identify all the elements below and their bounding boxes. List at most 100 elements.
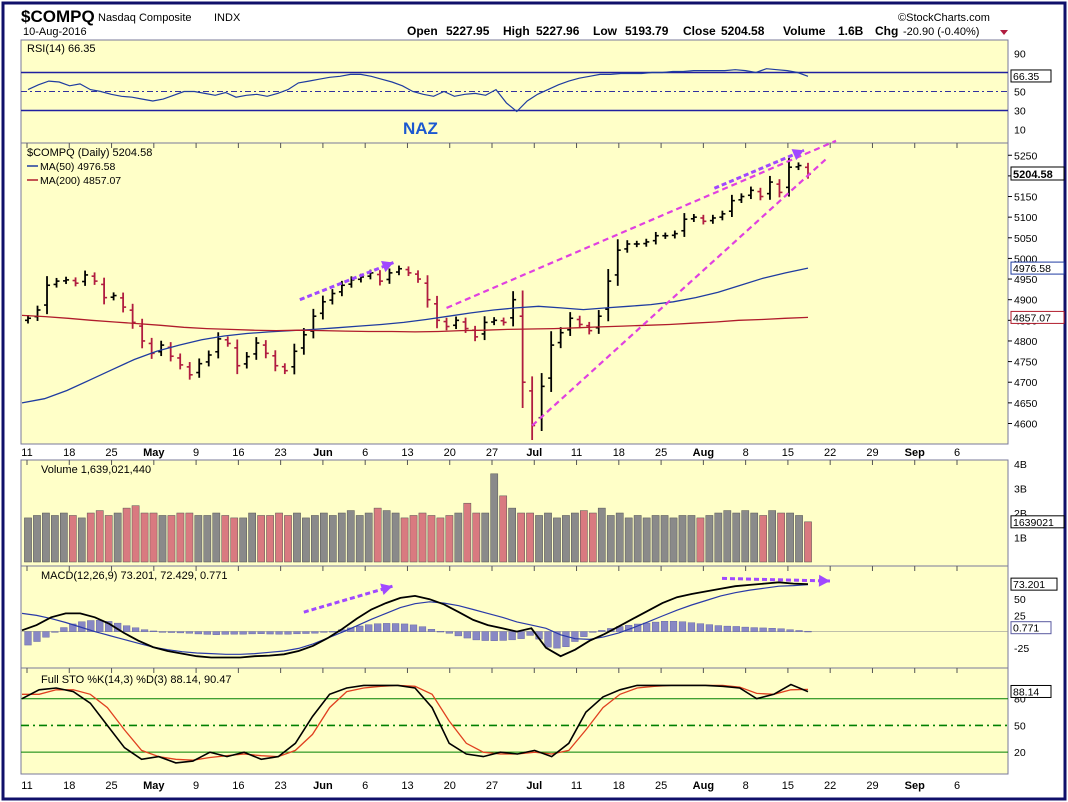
x-tick-label-top: 11: [571, 447, 582, 459]
volume-bar: [68, 515, 77, 563]
volume-bar: [418, 512, 427, 563]
x-tick-label-bottom: 22: [824, 780, 836, 792]
stochastic-title: Full STO %K(14,3) %D(3) 88.14, 90.47: [41, 674, 232, 686]
open-label: Open: [407, 24, 438, 38]
macd-histogram-bar: [140, 629, 149, 632]
macd-histogram-bar: [436, 631, 445, 633]
volume-bar: [77, 517, 86, 563]
price-last-value-box: [1010, 166, 1065, 181]
macd-histogram-bar: [69, 623, 77, 632]
symbol-name: Nasdaq Composite: [98, 12, 192, 24]
macd-histogram-bar: [275, 631, 283, 635]
x-tick-label-top: 8: [743, 447, 749, 459]
volume-bar: [804, 521, 812, 563]
macd-histogram-bar: [131, 627, 140, 632]
macd-histogram-bar: [454, 631, 462, 637]
macd-y-tick-label: 25: [1014, 610, 1026, 622]
x-tick-label-bottom: Aug: [693, 780, 714, 792]
volume-plot: [24, 473, 812, 563]
volume-bar: [248, 512, 256, 563]
volume-bar: [714, 512, 723, 563]
volume-bar: [696, 517, 705, 563]
x-tick-label-top: May: [143, 447, 165, 459]
volume-bar: [194, 515, 203, 563]
high-label: High: [503, 24, 530, 38]
divergence-arrow-june-head: [381, 261, 394, 273]
price-y-tick-label: 5050: [1014, 233, 1038, 245]
price-y-tick-label: 4600: [1014, 418, 1038, 430]
price-y-tick-label: 4950: [1014, 274, 1038, 286]
volume-y-tick-label: 1B: [1014, 533, 1027, 545]
macd-histogram-bar: [768, 628, 776, 632]
volume-bar: [660, 515, 669, 563]
volume-bar: [526, 512, 534, 563]
macd-histogram-bar: [508, 631, 516, 641]
macd-last-value-box: [1010, 577, 1058, 591]
macd-line: [21, 581, 809, 659]
divergence-arrow-aug-shaft: [713, 148, 805, 190]
macd-histogram-bar: [257, 631, 265, 634]
macd-histogram-bar: [723, 625, 731, 632]
close-value: 5204.58: [721, 24, 765, 38]
volume-bar: [86, 512, 95, 563]
ma200-last-value: 4857.07: [1013, 312, 1051, 324]
price-panel: $COMPQ (Daily) 5204.58 MA(50) 4976.58 MA…: [20, 142, 1009, 445]
volume-last-value: 1639021: [1013, 517, 1054, 529]
ma200-line: [21, 314, 809, 333]
volume-y-tick-label: 4B: [1014, 459, 1027, 471]
volume-bar: [176, 512, 185, 563]
low-value: 5193.79: [625, 24, 669, 38]
volume-bar: [293, 512, 301, 563]
volume-bar: [113, 512, 122, 563]
volume-bar: [472, 512, 481, 563]
macd-histogram-bar: [714, 625, 722, 632]
x-tick-label-top: 27: [486, 447, 498, 459]
volume-bar: [795, 515, 803, 563]
macd-histogram-bar: [96, 619, 104, 632]
annotation-naz: NAZ: [403, 119, 438, 138]
macd-histogram-bar: [212, 631, 220, 635]
volume-bar: [311, 515, 319, 563]
volume-bar: [768, 510, 776, 563]
x-tick-label-top: 25: [105, 447, 117, 459]
macd-hist-value-box: [1010, 621, 1052, 635]
volume-bar: [436, 517, 445, 563]
x-tick-label-top: 6: [954, 447, 960, 459]
macd-histogram-bar: [777, 628, 785, 632]
macd-divergence-arrow-aug-shaft: [721, 576, 831, 583]
price-title: $COMPQ (Daily) 5204.58: [27, 147, 152, 159]
chg-label: Chg: [875, 24, 898, 38]
macd-histogram-bar: [490, 631, 498, 641]
x-tick-label-top: Aug: [693, 447, 714, 459]
symbol-exchange: INDX: [214, 12, 241, 24]
macd-histogram-bar: [804, 630, 812, 633]
volume-bar: [185, 512, 194, 563]
chart-date: 10-Aug-2016: [23, 26, 87, 38]
volume-bar: [302, 517, 310, 563]
volume-bar: [445, 515, 454, 563]
macd-histogram-bar: [365, 624, 373, 632]
macd-histogram-bar: [374, 623, 382, 632]
price-y-tick-label: 5100: [1014, 212, 1038, 224]
macd-histogram-bar: [185, 631, 193, 634]
macd-histogram-bar: [284, 631, 292, 635]
x-tick-label-bottom: Sep: [905, 780, 925, 792]
volume-bar: [544, 512, 552, 563]
volume-bar: [257, 515, 265, 563]
volume-bar: [678, 515, 687, 563]
macd-last-value: 73.201: [1013, 579, 1045, 591]
stochastic-panel-bg: [20, 667, 1009, 775]
volume-bar: [517, 512, 525, 563]
x-tick-label-bottom: Jun: [313, 780, 333, 792]
macd-histogram-bar: [221, 631, 229, 635]
volume-bar: [606, 515, 615, 563]
volume-bar: [633, 515, 642, 563]
macd-histogram-bar: [445, 631, 453, 634]
volume-bar: [588, 512, 597, 563]
divergence-arrow-aug-head: [791, 149, 804, 161]
price-y-tick-label: 4750: [1014, 357, 1038, 369]
volume-bar: [337, 512, 346, 563]
volume-bar: [705, 515, 714, 563]
ma50-line: [21, 267, 809, 404]
macd-histogram-bar: [678, 621, 687, 632]
